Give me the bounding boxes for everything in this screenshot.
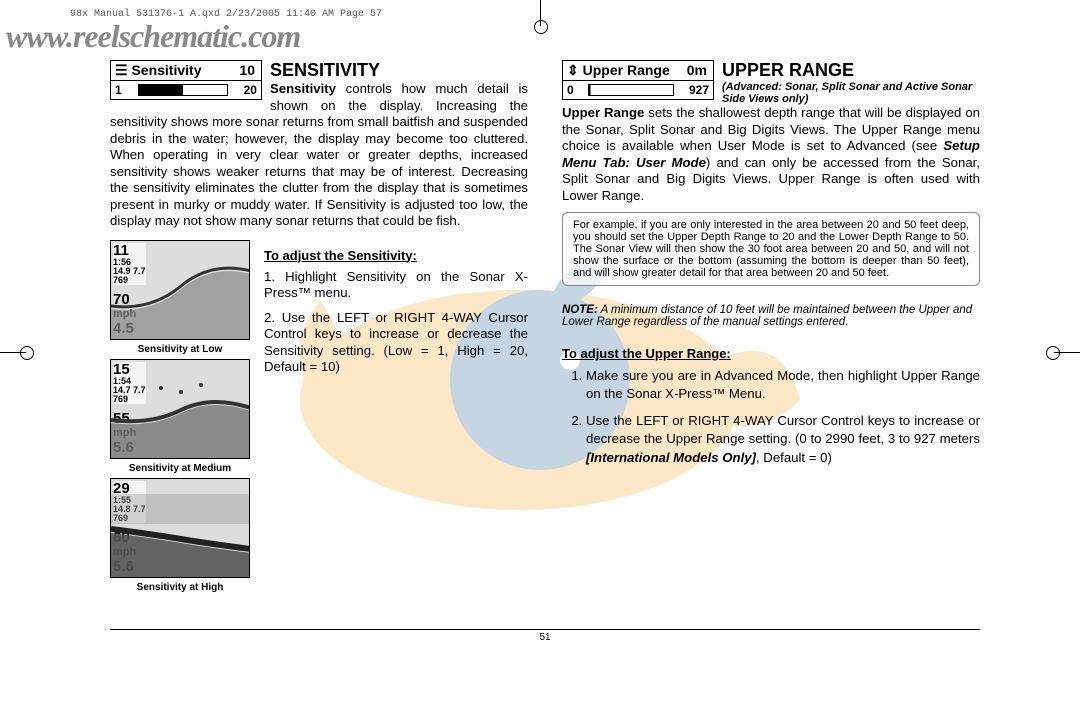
sensitivity-menu-label: Sensitivity (131, 62, 201, 78)
thumbnail-stack: 111:5614.9 7.7769 70mph4.5 Sensitivity a… (110, 240, 250, 593)
crop-mark-left (0, 352, 26, 353)
sensitivity-body: Sensitivity controls how much detail is … (110, 81, 528, 230)
thumb-sensitivity-high: 291:5514.8 7.7769 60mph5.6 (110, 478, 250, 578)
right-column: ⇕ Upper Range 0m 0 927 UPPER RANGE (Adva… (562, 60, 980, 625)
sensitivity-title: SENSITIVITY (270, 60, 380, 80)
crop-mark-right (1054, 352, 1080, 353)
thumb-sensitivity-low: 111:5614.9 7.7769 70mph4.5 (110, 240, 250, 340)
sensitivity-menu-value: 10 (239, 62, 255, 79)
thumb-medium-caption: Sensitivity at Medium (110, 463, 250, 474)
upper-range-menu-label: Upper Range (583, 62, 670, 78)
sensitivity-slider-min: 1 (115, 83, 122, 97)
upper-range-slider-min: 0 (567, 83, 574, 97)
left-column: ☰ Sensitivity 10 1 20 SENSITIVITY Sensit… (110, 60, 528, 625)
upper-range-title: UPPER RANGE (722, 60, 854, 80)
crop-mark-top (540, 0, 541, 26)
sensitivity-slider-box: 1 20 (110, 81, 262, 100)
watermark-url: www.reelschematic.com (6, 18, 300, 55)
upper-range-proc-title: To adjust the Upper Range: (562, 346, 980, 361)
sensitivity-proc-title: To adjust the Sensitivity: (264, 248, 528, 263)
sensitivity-step2: 2. Use the LEFT or RIGHT 4-WAY Cursor Co… (264, 310, 528, 376)
upper-range-steps: Make sure you are in Advanced Mode, then… (562, 367, 980, 475)
upper-range-slider-max: 927 (689, 83, 709, 97)
sensitivity-step1: 1. Highlight Sensitivity on the Sonar X-… (264, 269, 528, 302)
upper-range-step2: Use the LEFT or RIGHT 4-WAY Cursor Contr… (586, 412, 980, 467)
upper-range-slider-box: 0 927 (562, 81, 714, 100)
thumb-sensitivity-medium: 151:5414.7 7.7769 55mph5.6 (110, 359, 250, 459)
upper-range-menu-box: ⇕ Upper Range 0m (562, 60, 714, 81)
page-content: ☰ Sensitivity 10 1 20 SENSITIVITY Sensit… (110, 60, 980, 660)
upper-range-note: NOTE: A minimum distance of 10 feet will… (562, 304, 980, 328)
thumb-low-caption: Sensitivity at Low (110, 344, 250, 355)
upper-range-body: Upper Range sets the shallowest depth ra… (562, 105, 980, 204)
footer: 51 (110, 629, 980, 643)
sensitivity-menu-box: ☰ Sensitivity 10 (110, 60, 262, 81)
upper-range-menu-value: 0m (687, 62, 707, 79)
thumb-high-caption: Sensitivity at High (110, 582, 250, 593)
sensitivity-slider-max: 20 (244, 83, 257, 97)
page-number: 51 (539, 632, 550, 643)
upper-range-example-box: For example, if you are only interested … (562, 212, 980, 286)
upper-range-step1: Make sure you are in Advanced Mode, then… (586, 367, 980, 404)
